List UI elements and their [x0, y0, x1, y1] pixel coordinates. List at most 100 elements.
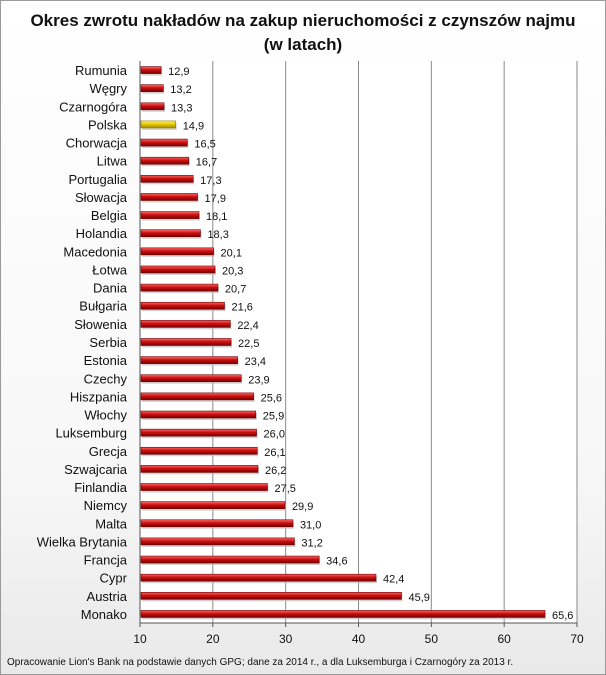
x-tick-label: 50	[425, 632, 439, 646]
value-label: 45,9	[408, 592, 429, 604]
category-label: Słowacja	[75, 190, 128, 205]
bar	[140, 610, 546, 618]
category-label: Holandia	[76, 226, 128, 241]
value-label: 21,6	[231, 302, 252, 314]
bar	[140, 138, 188, 147]
category-label: Niemcy	[84, 498, 128, 513]
bar	[140, 283, 219, 292]
value-label: 34,6	[326, 556, 347, 568]
category-label: Polska	[88, 117, 128, 132]
value-label: 16,7	[196, 157, 217, 169]
value-label: 25,6	[261, 392, 282, 404]
value-label: 17,9	[205, 193, 226, 205]
source-note: Opracowanie Lion's Bank na podstawie dan…	[7, 657, 514, 668]
bar	[140, 573, 377, 582]
bar	[140, 229, 201, 238]
bar	[140, 592, 402, 600]
bar	[140, 410, 257, 419]
chart-title-line-2: (w latach)	[263, 35, 343, 54]
bar	[140, 519, 294, 528]
bar	[140, 392, 254, 401]
x-tick-label: 70	[570, 632, 584, 646]
bar	[140, 66, 162, 74]
bar	[140, 84, 164, 92]
x-tick-label: 20	[206, 632, 220, 646]
x-tick-label: 60	[497, 632, 511, 646]
bar	[140, 555, 320, 564]
category-label: Belgia	[91, 208, 128, 223]
value-label: 26,2	[265, 465, 286, 477]
value-label: 65,6	[552, 610, 573, 622]
category-label: Włochy	[84, 408, 127, 423]
bar	[140, 356, 238, 364]
bar	[140, 247, 214, 256]
category-label: Wielka Brytania	[37, 534, 128, 549]
value-label: 23,9	[248, 374, 269, 386]
category-label: Luksemburg	[55, 426, 127, 441]
bar	[140, 338, 232, 346]
value-label: 29,9	[292, 501, 313, 513]
value-label: 20,7	[225, 284, 246, 296]
x-tick-label: 40	[352, 632, 366, 646]
category-label: Francja	[84, 553, 128, 568]
value-label: 25,9	[263, 411, 284, 423]
bar	[140, 193, 198, 201]
category-label: Hiszpania	[70, 389, 128, 404]
bar	[140, 501, 286, 509]
category-label: Austria	[87, 589, 128, 604]
value-label: 20,3	[222, 265, 243, 277]
bar	[140, 301, 225, 310]
category-label: Szwajcaria	[64, 462, 128, 477]
bar	[140, 537, 295, 546]
value-label: 42,4	[383, 574, 404, 586]
value-label: 31,2	[301, 537, 322, 549]
chart-title: Okres zwrotu nakładów na zakup nieruchom…	[1, 9, 605, 57]
bar-highlight	[140, 120, 176, 129]
value-label: 27,5	[274, 483, 295, 495]
category-label: Grecja	[89, 444, 128, 459]
value-label: 13,3	[171, 102, 192, 114]
category-label: Macedonia	[63, 244, 127, 259]
chart-title-line-1: Okres zwrotu nakładów na zakup nieruchom…	[30, 11, 576, 30]
value-label: 26,0	[264, 429, 285, 441]
bar	[140, 320, 231, 328]
category-label: Litwa	[97, 154, 128, 169]
category-label: Chorwacja	[66, 136, 128, 151]
value-label: 13,2	[170, 84, 191, 96]
bar	[140, 483, 268, 491]
value-label: 20,1	[221, 247, 242, 259]
bar	[140, 374, 242, 383]
bar	[140, 211, 200, 219]
category-label: Finlandia	[74, 480, 128, 495]
category-label: Łotwa	[92, 262, 127, 277]
category-label: Monako	[81, 607, 127, 622]
value-label: 22,5	[238, 338, 259, 350]
bar	[140, 175, 194, 183]
value-label: 18,3	[207, 229, 228, 241]
category-label: Słowenia	[74, 317, 128, 332]
category-label: Portugalia	[68, 172, 127, 187]
category-label: Czechy	[84, 371, 128, 386]
category-label: Czarnogóra	[59, 99, 128, 114]
x-tick-label: 10	[133, 632, 147, 646]
value-label: 12,9	[168, 66, 189, 78]
category-label: Estonia	[84, 353, 128, 368]
category-label: Malta	[95, 516, 128, 531]
value-label: 14,9	[183, 120, 204, 132]
value-label: 26,1	[264, 447, 285, 459]
bar	[140, 102, 165, 111]
value-label: 17,3	[200, 175, 221, 187]
bar	[140, 156, 190, 165]
value-label: 22,4	[237, 320, 258, 332]
bar	[140, 265, 216, 274]
category-label: Cypr	[100, 571, 128, 586]
category-label: Rumunia	[75, 63, 128, 78]
category-label: Węgry	[89, 81, 127, 96]
value-label: 31,0	[300, 519, 321, 531]
x-tick-label: 30	[279, 632, 293, 646]
value-label: 18,1	[206, 211, 227, 223]
category-label: Bułgaria	[79, 299, 127, 314]
category-label: Dania	[93, 281, 128, 296]
